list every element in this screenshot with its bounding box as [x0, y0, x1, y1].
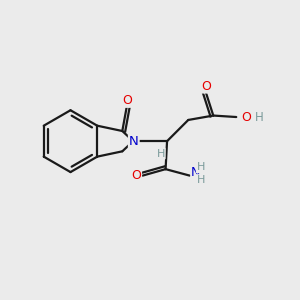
- Text: O: O: [131, 169, 141, 182]
- Text: H: H: [156, 148, 165, 158]
- Text: N: N: [191, 166, 201, 179]
- Text: N: N: [129, 135, 139, 148]
- Text: O: O: [201, 80, 211, 93]
- Text: O: O: [242, 110, 251, 124]
- Text: H: H: [254, 110, 263, 124]
- Text: H: H: [197, 175, 205, 185]
- Text: H: H: [197, 162, 205, 172]
- Text: O: O: [122, 94, 132, 107]
